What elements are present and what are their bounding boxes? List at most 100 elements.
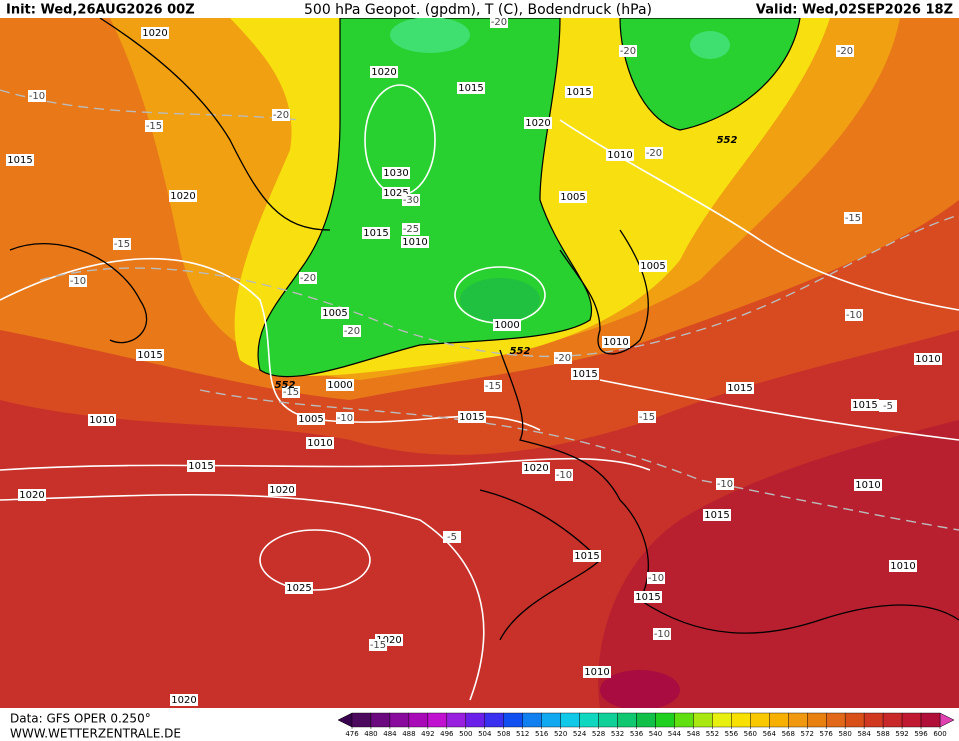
temperature-label: -20 bbox=[273, 110, 289, 121]
colorbar-tick-label: 508 bbox=[497, 730, 510, 738]
temperature-label-box bbox=[369, 639, 387, 651]
colorbar-tick-label: 544 bbox=[668, 730, 682, 738]
isobar-label-box bbox=[268, 484, 296, 496]
temperature-label-box bbox=[647, 572, 665, 584]
temperature-label-box bbox=[836, 45, 854, 57]
temperature-label-box bbox=[619, 45, 637, 57]
temperature-label: -10 bbox=[70, 276, 86, 287]
temperature-label: -15 bbox=[114, 239, 130, 250]
isobar-label: 1020 bbox=[371, 67, 396, 78]
colorbar-swatch bbox=[351, 712, 372, 728]
temperature-label: -15 bbox=[639, 412, 655, 423]
colorbar-tick-label: 528 bbox=[592, 730, 605, 738]
colorbar-swatch bbox=[522, 712, 542, 728]
colorbar-tick-label: 572 bbox=[801, 730, 814, 738]
isobar-label: 1010 bbox=[307, 438, 332, 449]
colorbar-swatch bbox=[863, 712, 884, 728]
colorbar-swatch bbox=[541, 712, 561, 728]
isobar-label: 1030 bbox=[383, 168, 408, 179]
isobar-label: 1020 bbox=[170, 191, 195, 202]
isobar-label: 1020 bbox=[525, 118, 550, 129]
isobar-label: 1020 bbox=[376, 635, 401, 646]
height-label: 552 bbox=[717, 135, 738, 146]
colorbar-swatch bbox=[788, 712, 808, 728]
temperature-label-box bbox=[402, 223, 420, 235]
isobar-label-box bbox=[88, 414, 116, 426]
colorbar-tick-label: 584 bbox=[857, 730, 871, 738]
isobar-label-box bbox=[401, 236, 429, 248]
colorbar-swatch bbox=[750, 712, 770, 728]
colorbar-swatch bbox=[370, 712, 391, 728]
colorbar-tick-label: 488 bbox=[402, 730, 415, 738]
isobar-label-box bbox=[889, 560, 917, 572]
isobar-label: 1020 bbox=[19, 490, 44, 501]
temperature-label-box bbox=[28, 90, 46, 102]
isobar-label-box bbox=[703, 509, 731, 521]
colorbar-tick-label: 520 bbox=[554, 730, 567, 738]
temperature-label-box bbox=[716, 478, 734, 490]
isobar-label-box bbox=[18, 489, 46, 501]
colorbar-swatch bbox=[712, 712, 732, 728]
isobar-label-box bbox=[726, 382, 754, 394]
isobar-label: 1015 bbox=[363, 228, 388, 239]
isobar-label-box bbox=[914, 353, 942, 365]
isobar-label: 1015 bbox=[188, 461, 213, 472]
map-labels: 1020 1020 1015 1015 1020 1015 1010 1020 1030 1025… bbox=[6, 16, 942, 706]
colorbar-tick-label: 576 bbox=[820, 730, 834, 738]
temperature-label: -15 bbox=[146, 121, 162, 132]
colorbar-swatch bbox=[560, 712, 580, 728]
colorbar-swatch bbox=[389, 712, 410, 728]
isobar-label: 1015 bbox=[459, 412, 484, 423]
colorbar-tick-label: 548 bbox=[687, 730, 700, 738]
isobar-label-box bbox=[6, 154, 34, 166]
colorbar-swatch bbox=[655, 712, 675, 728]
data-source: Data: GFS OPER 0.250° bbox=[10, 712, 151, 726]
isobar-label: 1025 bbox=[286, 583, 311, 594]
colorbar-swatch bbox=[408, 712, 429, 728]
temperature-label-box bbox=[490, 16, 508, 28]
colorbar-swatch bbox=[825, 712, 846, 728]
temperature-label: -10 bbox=[29, 91, 45, 102]
temperature-label: -15 bbox=[485, 381, 501, 392]
colorbar-tick-label: 540 bbox=[649, 730, 662, 738]
colorbar-swatch bbox=[769, 712, 789, 728]
colorbar-swatch bbox=[617, 712, 637, 728]
temperature-label: -20 bbox=[837, 46, 853, 57]
temperature-label: -20 bbox=[555, 353, 571, 364]
isobar-label-box bbox=[493, 319, 521, 331]
temperature-label: -5 bbox=[447, 532, 457, 543]
isobar-label: 1010 bbox=[402, 237, 427, 248]
colorbar-tick-label: 532 bbox=[611, 730, 624, 738]
isobar-label: 1020 bbox=[171, 695, 196, 706]
colorbar-swatch bbox=[503, 712, 523, 728]
isobar-label: 1015 bbox=[704, 510, 729, 521]
temperature-label: -25 bbox=[403, 224, 419, 235]
isobar-label: 1005 bbox=[322, 308, 347, 319]
isobar-label-box bbox=[297, 413, 325, 425]
colorbar-swatch bbox=[636, 712, 656, 728]
isobar-label: 1010 bbox=[607, 150, 632, 161]
colorbar-tick-label: 500 bbox=[459, 730, 472, 738]
init-time: Init: Wed,26AUG2026 00Z bbox=[6, 3, 195, 18]
colorbar-swatch bbox=[427, 712, 448, 728]
colorbar-swatch bbox=[920, 712, 941, 728]
colorbar-swatch bbox=[731, 712, 751, 728]
isobar-label-box bbox=[571, 368, 599, 380]
temperature-label-box bbox=[554, 352, 572, 364]
colorbar-tick-label: 580 bbox=[838, 730, 851, 738]
temperature-label: -15 bbox=[283, 387, 299, 398]
colorbar-tick-label: 556 bbox=[725, 730, 739, 738]
temperature-label-box bbox=[402, 194, 420, 206]
isobar-label-box bbox=[457, 82, 485, 94]
colorbar-tick-label: 600 bbox=[933, 730, 946, 738]
temperature-label: -10 bbox=[556, 470, 572, 481]
map-field bbox=[0, 17, 959, 710]
temperature-label: -20 bbox=[300, 273, 316, 284]
temperature-label: -10 bbox=[654, 629, 670, 640]
temperature-label-box bbox=[282, 386, 300, 398]
colorbar-swatch bbox=[844, 712, 865, 728]
colorbar-tick-label: 588 bbox=[876, 730, 889, 738]
isobar-label-box bbox=[639, 260, 667, 272]
temperature-label-box bbox=[638, 411, 656, 423]
